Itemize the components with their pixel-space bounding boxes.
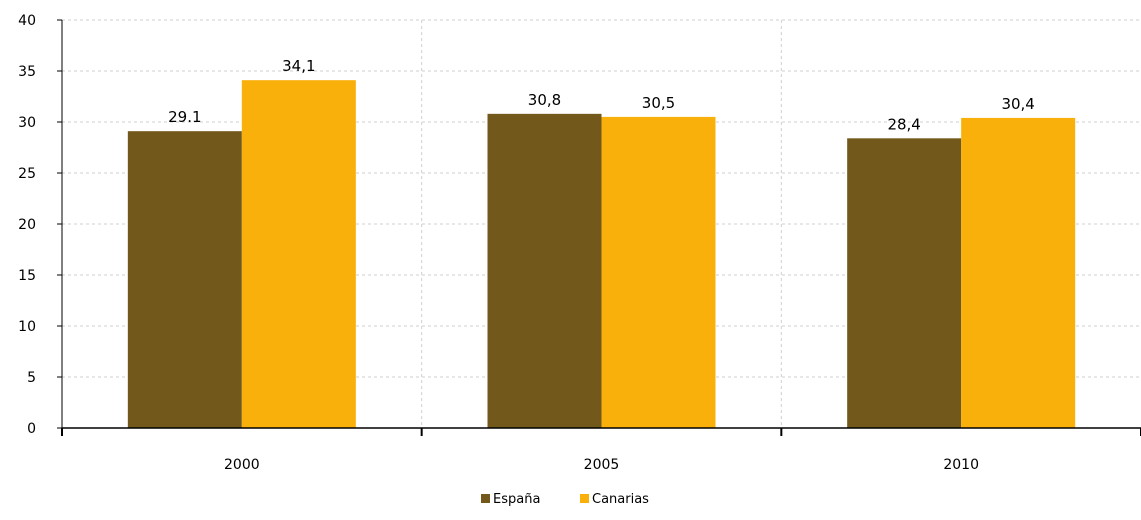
- y-tick-label: 15: [18, 268, 36, 284]
- data-label: 30,4: [1001, 95, 1034, 113]
- data-label: 28,4: [887, 115, 920, 133]
- bar-espana-2000: [127, 131, 242, 428]
- legend-label: España: [493, 492, 540, 507]
- data-label: 30,5: [642, 94, 675, 112]
- y-tick-label: 5: [27, 370, 36, 386]
- y-tick-label: 40: [18, 13, 36, 29]
- data-labels: 29.1 34,1 30,8 30,5 28,4 30,4: [168, 57, 1035, 133]
- y-tick-label: 25: [18, 166, 36, 182]
- x-axis: 2000 2005 2010: [61, 427, 1141, 473]
- y-tick-label: 0: [27, 421, 36, 437]
- bar-espana-2005: [487, 113, 602, 428]
- x-tick-label: 2000: [224, 457, 260, 473]
- legend-label: Canarias: [592, 492, 649, 507]
- legend-swatch: [580, 494, 589, 503]
- y-tick-label: 20: [18, 217, 36, 233]
- bar-espana-2010: [847, 138, 962, 428]
- bars: [127, 80, 1076, 429]
- y-axis: 0 5 10 15 20 25 30 35 40: [18, 13, 63, 437]
- y-tick-label: 35: [18, 64, 36, 80]
- x-tick-label: 2005: [584, 457, 620, 473]
- bar-canarias-2000: [241, 80, 356, 429]
- legend-swatch: [481, 494, 490, 503]
- legend: España Canarias: [481, 492, 649, 507]
- y-tick-label: 10: [18, 319, 36, 335]
- y-tick-label: 30: [18, 115, 36, 131]
- data-label: 29.1: [168, 108, 201, 126]
- data-label: 34,1: [282, 57, 315, 75]
- x-tick-label: 2010: [943, 457, 979, 473]
- gridlines: [62, 19, 1141, 428]
- bar-canarias-2010: [961, 117, 1076, 429]
- data-label: 30,8: [528, 91, 561, 109]
- bar-canarias-2005: [601, 116, 716, 429]
